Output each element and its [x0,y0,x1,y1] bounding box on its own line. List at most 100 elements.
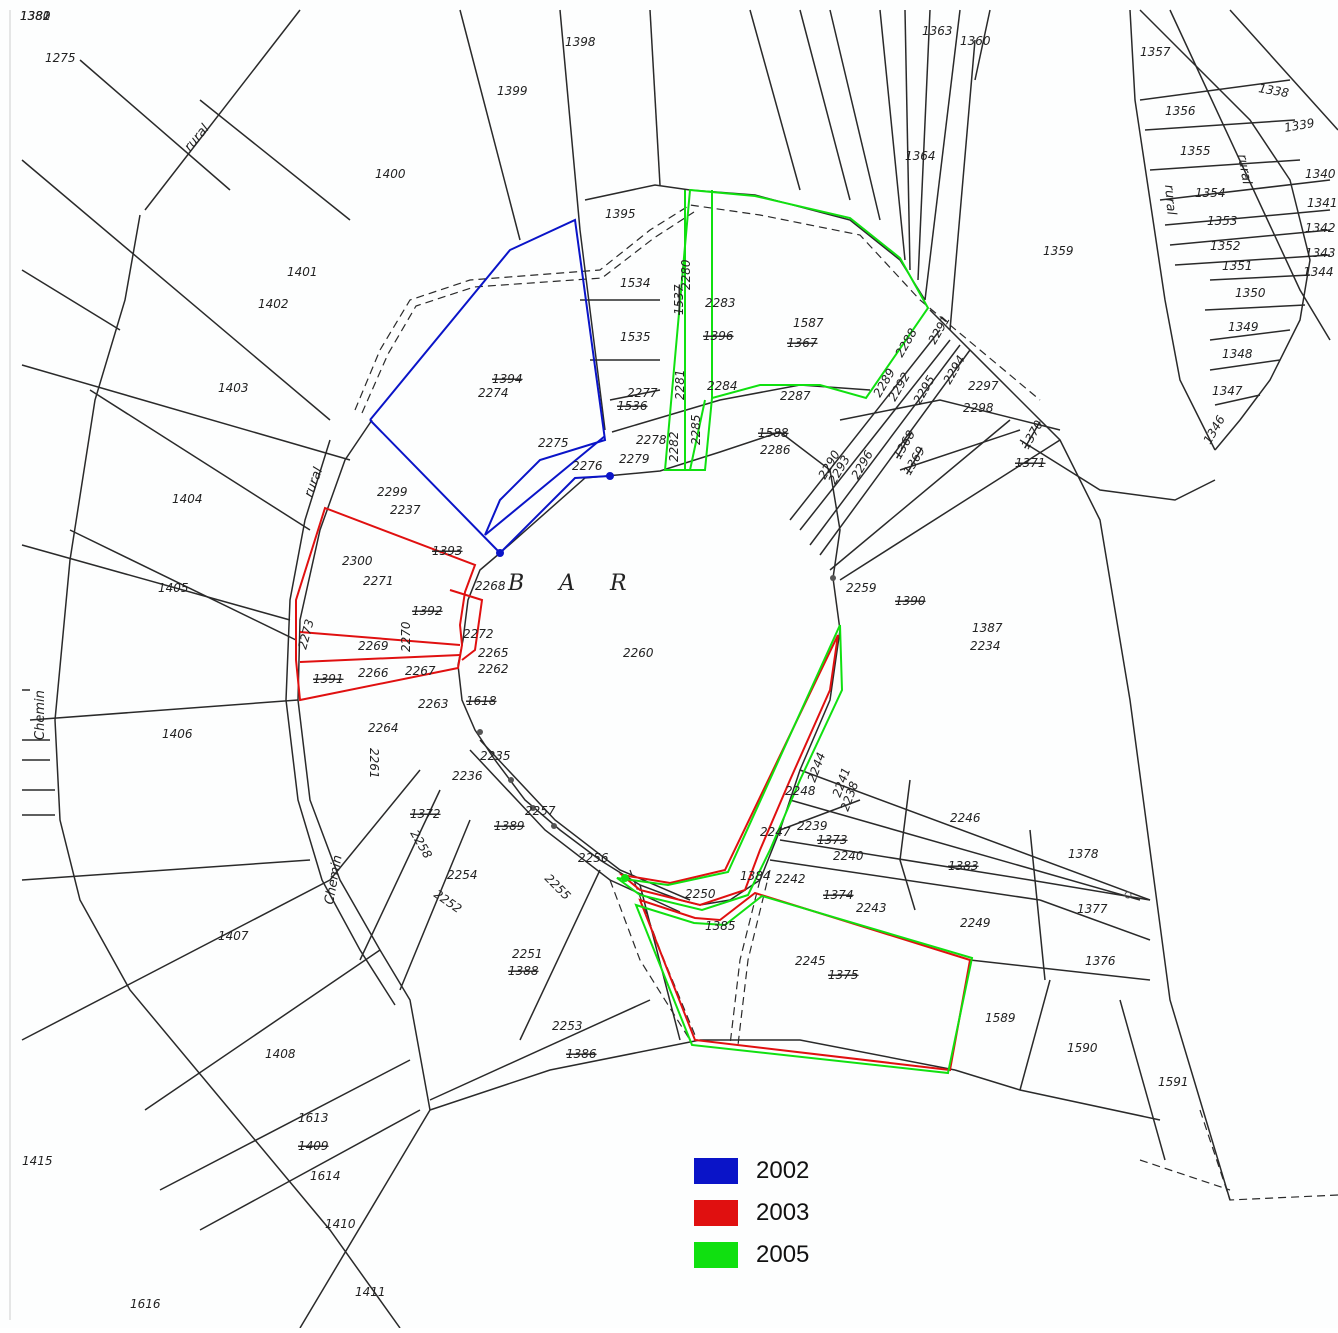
parcel-label-1354: 1354 [1195,186,1226,200]
strike-line-1368 [896,432,912,459]
parcel-label-2253: 2253 [552,1019,583,1033]
parcel-label-2270: 2270 [399,621,413,652]
parcel-label-1363: 1363 [922,24,953,38]
legend-item-2005: 2005 [694,1234,854,1276]
legend: 2002 2003 2005 [694,1150,854,1276]
parcel-label-1353: 1353 [1207,214,1238,228]
legend-swatch-2005 [694,1242,738,1268]
parcel-label-2263: 2263 [418,697,449,711]
parcel-label-1403: 1403 [218,381,249,395]
parcel-label-2267: 2267 [405,664,436,678]
legend-item-2002: 2002 [694,1150,854,1192]
parcel-label-1587: 1587 [793,316,824,330]
parcel-label-1405: 1405 [158,581,189,595]
parcel-label-2285: 2285 [689,414,703,445]
parcel-label-2279: 2279 [619,452,650,466]
legend-swatch-2002 [694,1158,738,1184]
parcel-label-2283: 2283 [705,296,736,310]
parcel-label-1407: 1407 [218,929,249,943]
parcel-label-1399: 1399 [497,84,528,98]
parcel-label-1410: 1410 [325,1217,356,1231]
legend-item-2003: 2003 [694,1192,854,1234]
legend-swatch-2003 [694,1200,738,1226]
parcel-label-2250: 2250 [685,887,716,901]
strike-line-1370 [1024,422,1040,449]
parcel-label-1364: 1364 [905,149,936,163]
road-label-1: rural [302,465,327,499]
parcel-label-2266: 2266 [358,666,389,680]
parcel-label-2255: 2255 [542,871,573,902]
parcel-label-1340: 1340 [1305,167,1336,181]
parcel-label-2276: 2276 [572,459,603,473]
parcel-label-2237: 2237 [390,503,421,517]
parcel-label-1350: 1350 [1235,286,1266,300]
parcel-label-1408: 1408 [265,1047,296,1061]
parcel-label-2284: 2284 [707,379,738,393]
strike-line-1369 [906,448,922,475]
parcel-label-1590: 1590 [1067,1041,1098,1055]
parcel-label-1395: 1395 [605,207,636,221]
parcel-label-2245: 2245 [795,954,826,968]
parcel-label-1338: 1338 [1257,81,1290,100]
parcel-label-1382: 1382 [20,9,51,23]
parcel-label-1352: 1352 [1210,239,1241,253]
parcel-label-2239: 2239 [797,819,828,833]
parcel-label-1347: 1347 [1212,384,1243,398]
parcel-label-1342: 1342 [1305,221,1336,235]
parcel-label-2277: 2277 [627,386,658,400]
parcel-label-2294: 2294 [940,353,967,386]
parcel-label-2259: 2259 [846,581,877,595]
parcel-label-1411: 1411 [355,1285,386,1299]
road-label-5: Chemin [322,854,345,906]
legend-label-2005: 2005 [756,1241,810,1268]
road-label-4: Chemin [33,690,48,740]
parcel-label-1339: 1339 [1283,116,1316,135]
parcel-label-2300: 2300 [342,554,373,568]
parcel-label-1398: 1398 [565,35,596,49]
parcel-label-1351: 1351 [1222,259,1253,273]
parcel-label-2248: 2248 [785,784,816,798]
parcel-label-1376: 1376 [1085,954,1116,968]
parcel-label-2271: 2271 [363,574,394,588]
parcel-label-1348: 1348 [1222,347,1253,361]
parcel-label-1400: 1400 [375,167,406,181]
parcel-label-1344: 1344 [1303,265,1334,279]
parcel-label-2257: 2257 [525,804,556,818]
parcel-label-1535: 1535 [620,330,651,344]
parcel-label-1415: 1415 [22,1154,53,1168]
ring-markers [477,575,1132,899]
parcel-label-2247: 2247 [760,825,791,839]
parcel-label-2298: 2298 [963,401,994,415]
parcel-label-2299: 2299 [377,485,408,499]
parcel-label-2236: 2236 [452,769,483,783]
parcel-label-2264: 2264 [368,721,399,735]
parcel-label-1355: 1355 [1180,144,1211,158]
place-name: B A R [507,571,641,596]
parcel-label-2254: 2254 [447,868,478,882]
parcel-label-2287: 2287 [780,389,811,403]
parcel-label-2246: 2246 [950,811,981,825]
parcel-label-1534: 1534 [620,276,651,290]
parcel-label-2235: 2235 [480,749,511,763]
parcel-label-2252: 2252 [431,887,464,916]
parcel-label-1377: 1377 [1077,902,1108,916]
parcel-label-2251: 2251 [512,947,543,961]
road-labels: rural rural rural rural Chemin Chemin [33,121,1254,905]
parcel-label-2274: 2274 [478,386,509,400]
parcel-label-2240: 2240 [833,849,864,863]
parcel-label-2296: 2296 [848,448,876,482]
parcel-label-1378: 1378 [1068,847,1099,861]
road-label-3: rural [1161,184,1179,216]
dashed-tracks [354,204,1338,1201]
parcel-boundaries [9,9,1338,1329]
parcel-outline-2005 [616,188,974,1075]
parcel-label-2286: 2286 [760,443,791,457]
parcel-label-1357: 1357 [1140,45,1171,59]
parcel-label-1385: 1385 [705,919,736,933]
parcel-label-2234: 2234 [970,639,1001,653]
parcel-label-2268: 2268 [475,579,506,593]
parcel-label-1359: 1359 [1043,244,1074,258]
parcel-label-1616: 1616 [130,1297,161,1311]
